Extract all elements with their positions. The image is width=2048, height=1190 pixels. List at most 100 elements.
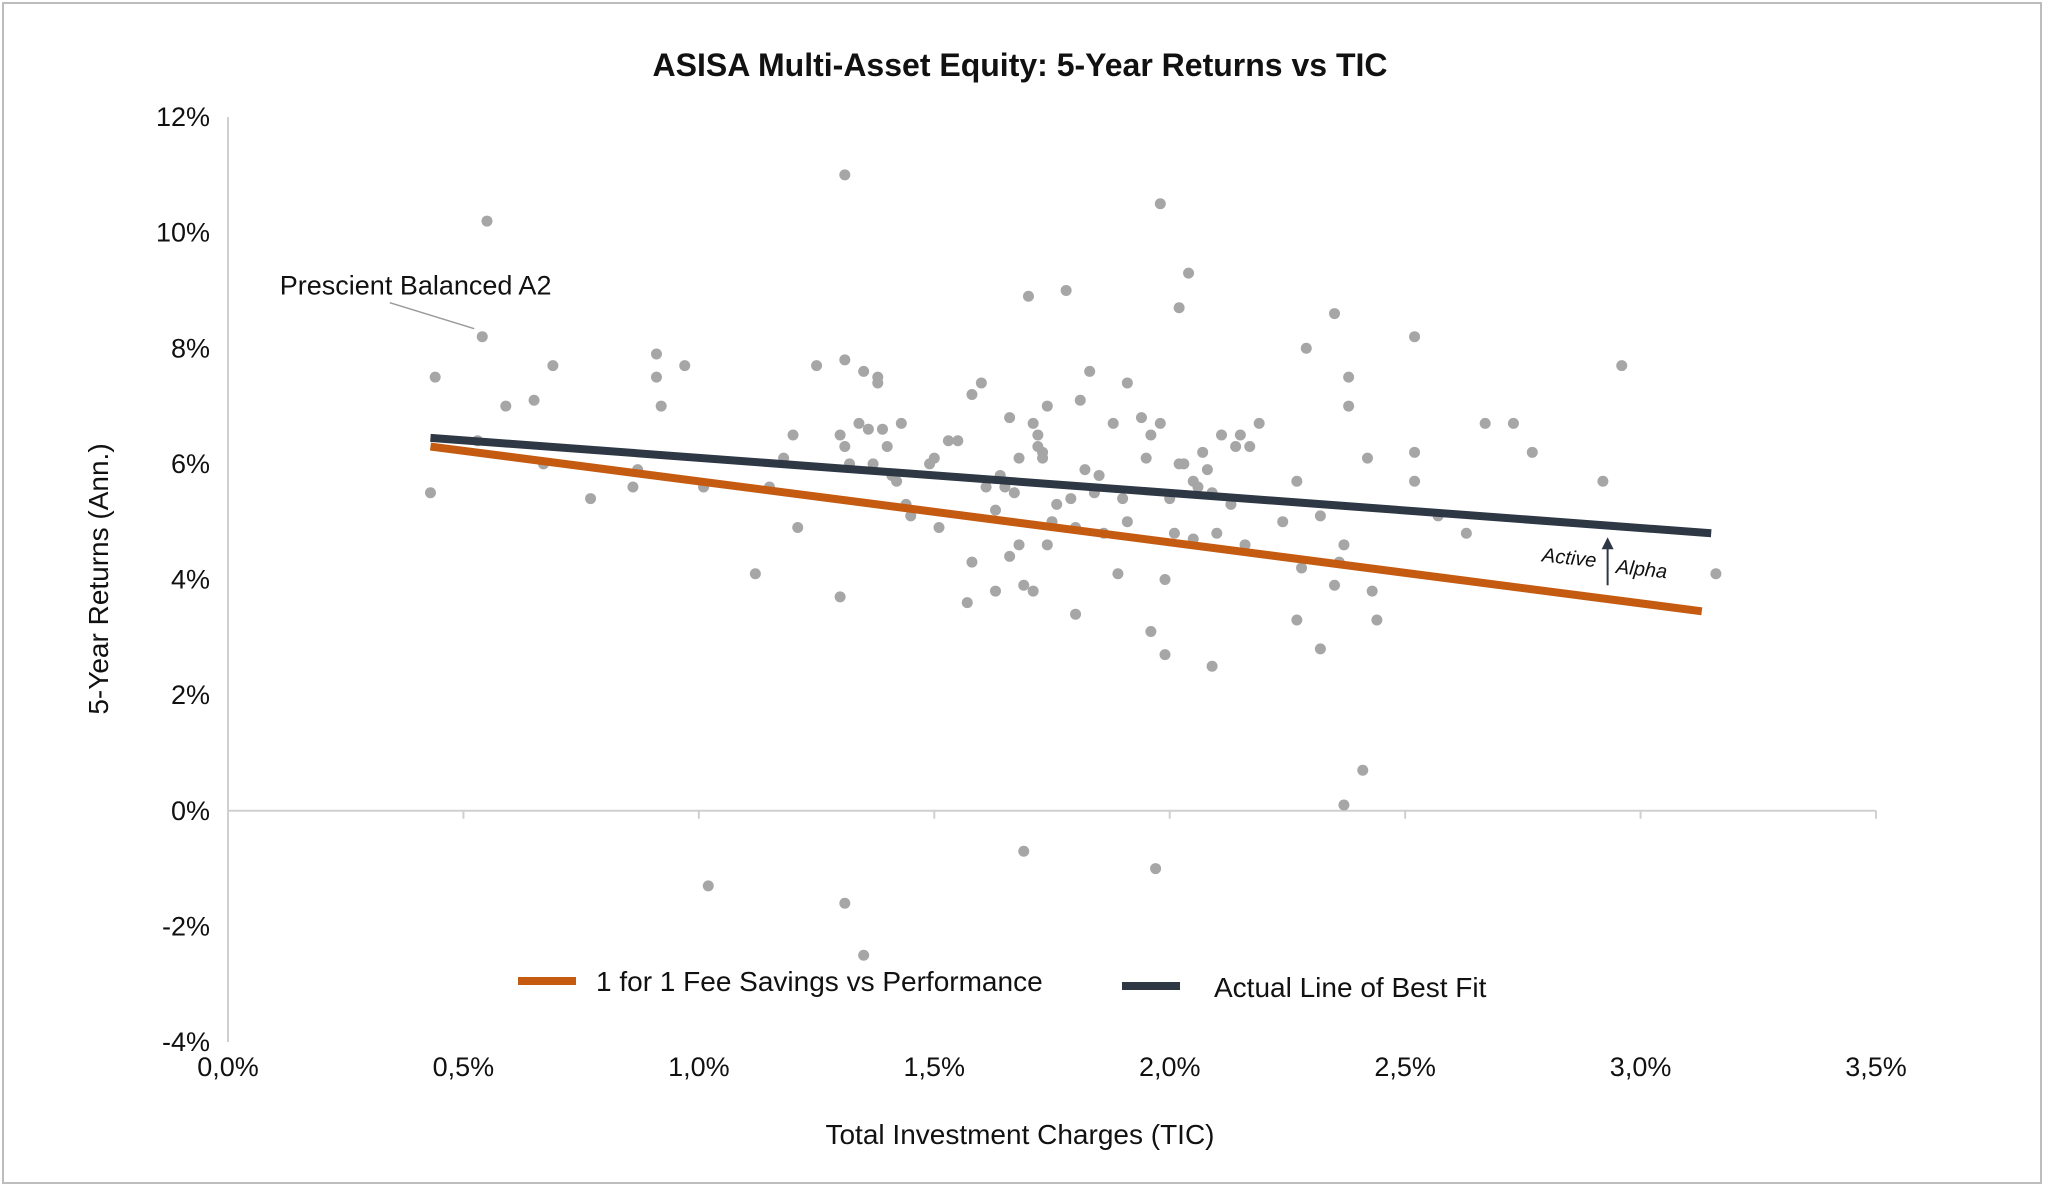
scatter-point (1145, 429, 1157, 441)
scatter-point (1013, 452, 1025, 464)
scatter-point (1201, 464, 1213, 476)
scatter-point (1032, 429, 1044, 441)
scatter-point (1027, 585, 1039, 597)
scatter-point (1173, 302, 1185, 314)
scatter-point (881, 441, 893, 453)
scatter-point (1070, 608, 1082, 620)
x-tick-label: 2,0% (1139, 1052, 1201, 1082)
scatter-point (1041, 539, 1053, 551)
scatter-point (1079, 464, 1091, 476)
x-tick-label: 1,0% (668, 1052, 730, 1082)
y-tick-label: 2% (171, 680, 210, 710)
y-tick-label: 0% (171, 796, 210, 826)
scatter-point (1117, 493, 1129, 505)
scatter-point (1154, 417, 1166, 429)
scatter-point (966, 389, 978, 400)
alpha-label: Alpha (1614, 556, 1668, 583)
scatter-point (1234, 429, 1246, 441)
scatter-point (1037, 446, 1049, 458)
scatter-point (1357, 764, 1369, 776)
scatter-point (1230, 441, 1242, 453)
scatter-point (1253, 417, 1265, 429)
scatter-point (655, 400, 667, 412)
scatter-point (1018, 579, 1030, 591)
scatter-point (928, 452, 940, 464)
x-tick-label: 2,5% (1374, 1052, 1436, 1082)
active-alpha-arrowhead (1601, 537, 1614, 550)
scatter-point (1211, 527, 1223, 539)
scatter-point (1178, 458, 1190, 470)
scatter-point (1460, 527, 1472, 539)
scatter-point (1314, 510, 1326, 522)
y-tick-label: 12% (156, 102, 210, 132)
scatter-point (839, 169, 851, 181)
scatter-point (1409, 475, 1421, 487)
scatter-point (749, 568, 761, 580)
scatter-point (627, 481, 639, 493)
fee-savings-line (429, 442, 1703, 616)
scatter-point (1183, 267, 1195, 279)
scatter-point (1291, 475, 1303, 487)
scatter-point (989, 585, 1001, 597)
scatter-point (1338, 539, 1350, 551)
active-label: Active (1540, 544, 1597, 572)
scatter-point (1409, 446, 1421, 458)
y-tick-label: 8% (171, 333, 210, 363)
annotations: Prescient Balanced A2 Active Alpha (280, 271, 1668, 586)
y-tick-label: -4% (162, 1027, 210, 1057)
scatter-point (980, 481, 992, 493)
scatter-point (942, 435, 954, 447)
scatter-point (1206, 660, 1218, 672)
scatter-point (1329, 579, 1341, 591)
x-tick-label: 3,5% (1845, 1052, 1907, 1082)
scatter-point (1371, 614, 1383, 626)
chart-title: ASISA Multi-Asset Equity: 5-Year Returns… (653, 47, 1388, 83)
scatter-point (1216, 429, 1228, 441)
x-tick-labels: 0,0% 0,5% 1,0% 1,5% 2,0% 2,5% 3,0% 3,5% (197, 1052, 1907, 1082)
scatter-point (1616, 360, 1628, 372)
scatter-point (1154, 198, 1166, 210)
trend-lines (429, 433, 1712, 616)
scatter-point (811, 360, 823, 372)
x-tick-label: 0,5% (433, 1052, 495, 1082)
scatter-point (650, 371, 662, 383)
scatter-point (1084, 365, 1096, 377)
scatter-point (1343, 400, 1355, 412)
scatter-point (1300, 342, 1312, 354)
scatter-point (679, 360, 691, 372)
legend-label-fee-savings: 1 for 1 Fee Savings vs Performance (596, 966, 1043, 997)
x-axis-label: Total Investment Charges (TIC) (825, 1119, 1214, 1150)
scatter-point (1041, 400, 1053, 412)
scatter-point (1192, 481, 1204, 493)
scatter-point (1277, 516, 1289, 528)
scatter-point (1197, 446, 1209, 458)
scatter-point (1121, 377, 1133, 389)
prescient-leader-line (389, 301, 475, 330)
scatter-point (895, 417, 907, 429)
scatter-point (1244, 441, 1256, 453)
scatter-point (839, 441, 851, 453)
scatter-point (1361, 452, 1373, 464)
scatter-point (1135, 412, 1147, 424)
scatter-point (975, 377, 987, 389)
scatter-point (1597, 475, 1609, 487)
scatter-point (1291, 614, 1303, 626)
scatter-point (528, 394, 540, 406)
scatter-point (1013, 539, 1025, 551)
y-axis-label: 5-Year Returns (Ann.) (83, 443, 114, 714)
scatter-point (547, 360, 559, 372)
scatter-point (966, 556, 978, 568)
scatter-point (891, 475, 903, 487)
scatter-point (1366, 585, 1378, 597)
scatter-point (834, 429, 846, 441)
scatter-point (1008, 487, 1020, 499)
scatter-point (1168, 527, 1180, 539)
y-tick-label: 10% (156, 218, 210, 248)
scatter-point (1112, 568, 1124, 580)
scatter-point (1338, 799, 1350, 811)
scatter-point (862, 423, 874, 435)
scatter-point (872, 377, 884, 389)
y-tick-label: 4% (171, 565, 210, 595)
scatter-point (1004, 550, 1016, 562)
